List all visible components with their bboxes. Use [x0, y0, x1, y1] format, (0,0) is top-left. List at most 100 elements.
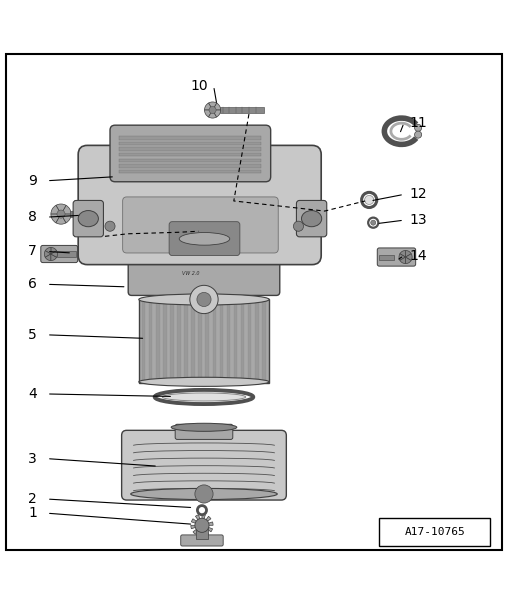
Bar	[70, 211, 107, 217]
FancyBboxPatch shape	[41, 245, 78, 263]
FancyBboxPatch shape	[78, 146, 321, 265]
Wedge shape	[202, 516, 211, 525]
Circle shape	[190, 285, 218, 313]
Text: A17-10765: A17-10765	[404, 527, 465, 536]
Wedge shape	[196, 515, 202, 525]
Wedge shape	[56, 214, 66, 224]
Bar	[199, 300, 202, 381]
Text: 6: 6	[28, 277, 37, 291]
Wedge shape	[205, 103, 212, 110]
Bar	[118, 147, 261, 151]
Text: 1: 1	[28, 506, 37, 520]
Wedge shape	[400, 257, 405, 263]
Ellipse shape	[139, 378, 269, 387]
Wedge shape	[202, 525, 208, 536]
Wedge shape	[208, 102, 216, 110]
Text: 3: 3	[28, 452, 37, 466]
Ellipse shape	[301, 211, 322, 226]
Bar	[219, 300, 223, 381]
Circle shape	[195, 518, 209, 532]
Wedge shape	[51, 254, 56, 260]
FancyBboxPatch shape	[110, 125, 271, 182]
Ellipse shape	[171, 423, 237, 431]
Wedge shape	[212, 110, 220, 117]
Ellipse shape	[139, 294, 269, 305]
Wedge shape	[61, 205, 71, 214]
Circle shape	[105, 221, 115, 231]
FancyBboxPatch shape	[297, 201, 327, 237]
Wedge shape	[51, 251, 57, 257]
Ellipse shape	[131, 489, 277, 500]
Wedge shape	[51, 205, 61, 214]
Circle shape	[415, 124, 422, 132]
Circle shape	[209, 106, 216, 114]
Wedge shape	[202, 525, 212, 532]
Wedge shape	[205, 110, 212, 117]
Bar	[118, 142, 261, 146]
Bar	[118, 137, 261, 140]
Wedge shape	[399, 254, 405, 260]
Text: 7: 7	[28, 245, 37, 259]
Bar	[177, 300, 181, 381]
FancyBboxPatch shape	[128, 249, 280, 295]
Bar	[118, 170, 261, 173]
Wedge shape	[199, 525, 202, 536]
Circle shape	[57, 210, 65, 218]
Bar	[156, 300, 160, 381]
Bar	[227, 300, 230, 381]
Text: 14: 14	[409, 248, 427, 263]
Bar	[118, 153, 261, 156]
Bar	[219, 108, 264, 112]
Text: 9: 9	[28, 174, 37, 188]
FancyBboxPatch shape	[121, 430, 287, 500]
Wedge shape	[191, 525, 202, 528]
Wedge shape	[202, 514, 205, 525]
Wedge shape	[193, 525, 202, 535]
Circle shape	[197, 292, 211, 307]
FancyBboxPatch shape	[181, 535, 223, 546]
Bar	[206, 300, 209, 381]
Wedge shape	[405, 257, 411, 263]
Ellipse shape	[132, 249, 276, 258]
Wedge shape	[51, 214, 61, 223]
Wedge shape	[400, 251, 405, 257]
Bar	[379, 254, 394, 260]
Wedge shape	[44, 251, 51, 257]
Text: 5: 5	[28, 328, 37, 342]
Bar	[118, 164, 261, 168]
Bar	[379, 518, 490, 545]
Text: 4: 4	[28, 387, 37, 401]
Bar	[184, 300, 188, 381]
Text: 8: 8	[28, 210, 37, 224]
Text: 13: 13	[409, 213, 427, 227]
Bar	[149, 300, 152, 381]
Circle shape	[415, 131, 422, 138]
FancyBboxPatch shape	[169, 222, 240, 255]
Wedge shape	[405, 251, 411, 257]
FancyBboxPatch shape	[139, 300, 269, 383]
FancyBboxPatch shape	[73, 201, 104, 237]
Bar	[192, 300, 195, 381]
Text: 12: 12	[409, 187, 427, 201]
Circle shape	[365, 196, 374, 205]
Wedge shape	[51, 248, 56, 254]
Bar	[196, 525, 208, 539]
Bar	[142, 300, 145, 381]
Wedge shape	[212, 103, 220, 110]
Bar	[212, 300, 216, 381]
Bar	[234, 300, 237, 381]
Circle shape	[98, 250, 101, 253]
Bar	[57, 251, 76, 257]
Bar	[118, 158, 261, 162]
Wedge shape	[45, 254, 51, 260]
Wedge shape	[61, 214, 71, 223]
FancyBboxPatch shape	[377, 248, 416, 266]
Bar	[241, 300, 244, 381]
Bar	[163, 300, 167, 381]
Bar	[262, 300, 266, 381]
Wedge shape	[56, 204, 66, 214]
Circle shape	[371, 220, 376, 225]
Wedge shape	[202, 522, 213, 525]
Ellipse shape	[179, 233, 230, 245]
Ellipse shape	[78, 211, 99, 226]
